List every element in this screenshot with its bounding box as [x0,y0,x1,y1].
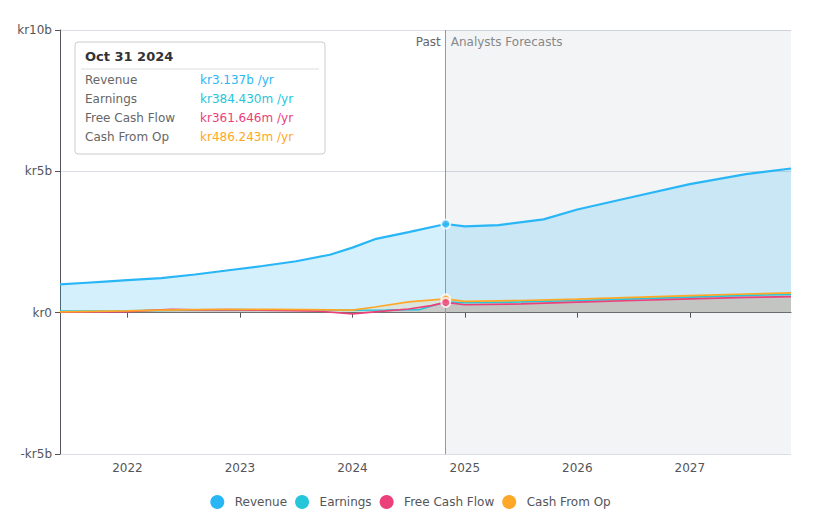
svg-text:2022: 2022 [112,461,143,475]
svg-text:2025: 2025 [450,461,481,475]
svg-text:Free Cash Flow: Free Cash Flow [404,495,494,509]
svg-text:Analysts Forecasts: Analysts Forecasts [451,35,563,49]
svg-text:Earnings: Earnings [320,495,372,509]
svg-text:kr384.430m /yr: kr384.430m /yr [200,92,293,106]
svg-text:2023: 2023 [225,461,256,475]
svg-text:Past: Past [416,35,441,49]
svg-text:Revenue: Revenue [235,495,287,509]
svg-text:Revenue: Revenue [85,73,137,87]
svg-text:2026: 2026 [562,461,593,475]
svg-text:Free Cash Flow: Free Cash Flow [85,111,175,125]
svg-text:Earnings: Earnings [85,92,137,106]
svg-text:kr361.646m /yr: kr361.646m /yr [200,111,293,125]
svg-text:kr486.243m /yr: kr486.243m /yr [200,130,293,144]
svg-text:Cash From Op: Cash From Op [85,130,169,144]
svg-text:2027: 2027 [675,461,706,475]
svg-text:kr10b: kr10b [17,23,52,37]
svg-text:-kr5b: -kr5b [21,447,52,461]
svg-text:2024: 2024 [337,461,368,475]
svg-text:Oct 31 2024: Oct 31 2024 [85,49,173,64]
svg-text:Cash From Op: Cash From Op [527,495,611,509]
svg-text:kr0: kr0 [32,306,52,320]
svg-text:kr5b: kr5b [25,164,52,178]
svg-text:kr3.137b /yr: kr3.137b /yr [200,73,274,87]
